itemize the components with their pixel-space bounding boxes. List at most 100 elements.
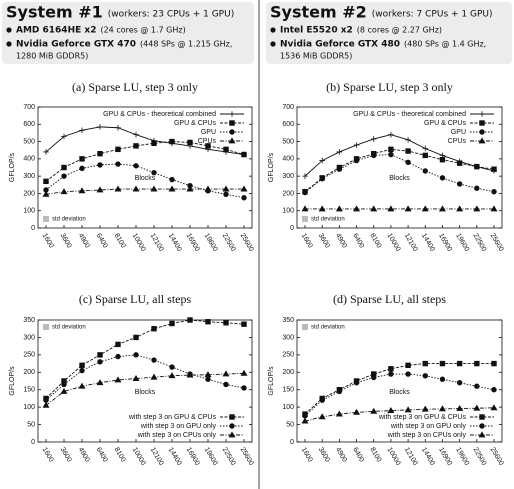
item-detail: (480 SPs @ 1.4 GHz, — [404, 40, 486, 49]
y-tick-label: 200 — [282, 190, 294, 197]
marker — [61, 164, 67, 171]
x-tick-label: 8100 — [368, 446, 382, 463]
y-tick-label: 150 — [282, 387, 294, 394]
bullet — [6, 27, 12, 33]
series-line — [45, 188, 244, 195]
marker — [168, 372, 176, 379]
marker — [42, 190, 50, 197]
y-tick-label: 0 — [31, 225, 35, 232]
marker — [79, 127, 85, 134]
marker — [205, 143, 211, 149]
marker — [60, 387, 68, 394]
marker — [151, 140, 157, 146]
x-tick-label: 4900 — [77, 446, 91, 463]
marker — [223, 320, 229, 326]
chart-caption: (d) Sparse LU, all steps — [333, 292, 446, 306]
marker — [302, 413, 308, 419]
marker — [405, 159, 411, 166]
marker — [132, 374, 140, 381]
marker — [133, 143, 139, 149]
header-box — [2, 2, 254, 64]
plot-frame — [37, 319, 253, 443]
marker — [456, 205, 464, 212]
x-tick-label: 16900 — [185, 232, 201, 252]
series-line — [45, 126, 245, 155]
legend-label: with step 3 on GPU & CPUs — [128, 414, 217, 421]
x-axis-label: Blocks — [389, 389, 410, 396]
x-tick-label: 25600 — [489, 446, 505, 466]
x-tick-label: 19600 — [454, 232, 470, 252]
marker — [370, 136, 377, 142]
marker — [61, 173, 67, 179]
system-workers: (workers: 23 CPUs + 1 GPU) — [108, 10, 234, 20]
marker — [97, 150, 103, 157]
item-name: Nvidia Geforce GTX 470 — [16, 40, 136, 50]
marker — [151, 326, 157, 332]
annotation-swatch — [43, 216, 49, 222]
marker — [474, 360, 480, 367]
y-tick-label: 200 — [23, 369, 35, 376]
marker — [229, 414, 235, 420]
series-line — [304, 407, 495, 422]
marker — [302, 189, 308, 196]
x-tick-label: 6400 — [351, 232, 365, 249]
marker — [353, 408, 361, 415]
annotation: std deviation — [311, 325, 345, 331]
y-tick-label: 700 — [23, 104, 35, 111]
annotation-swatch — [302, 324, 308, 330]
series-line — [45, 141, 245, 182]
marker — [43, 149, 49, 155]
x-tick-label: 12100 — [403, 232, 419, 252]
x-tick-label: 8100 — [113, 446, 127, 463]
marker — [151, 357, 157, 363]
marker — [301, 417, 309, 424]
chart-caption: (c) Sparse LU, all steps — [79, 292, 192, 306]
marker — [491, 360, 497, 367]
marker — [229, 111, 235, 117]
marker — [388, 366, 394, 372]
x-tick-label: 4900 — [77, 232, 91, 249]
marker — [336, 388, 343, 395]
y-tick-label: 500 — [282, 138, 294, 145]
legend-label: with step 3 on GPU & CPUs — [378, 414, 467, 421]
marker — [79, 156, 85, 162]
x-tick-label: 12100 — [149, 446, 165, 466]
legend-label: with step 3 on GPU only — [140, 423, 217, 430]
marker — [388, 151, 394, 158]
x-tick-label: 22500 — [221, 232, 237, 252]
marker — [353, 380, 360, 386]
y-tick-label: 500 — [23, 138, 35, 145]
marker — [115, 124, 121, 131]
marker — [438, 405, 446, 412]
marker — [490, 205, 498, 212]
x-tick-label: 3600 — [59, 446, 73, 463]
x-tick-label: 10000 — [131, 446, 147, 466]
legend-label: CPUs — [448, 138, 467, 145]
legend-label: CPUs — [198, 138, 217, 145]
marker — [133, 163, 139, 169]
marker — [133, 334, 139, 341]
y-tick-label: 200 — [282, 369, 294, 376]
marker — [438, 205, 446, 212]
marker — [422, 373, 428, 379]
x-tick-label: 12100 — [403, 446, 419, 466]
marker — [456, 380, 463, 386]
item-name: AMD 6164HE x2 — [16, 26, 96, 36]
marker — [241, 151, 247, 158]
marker — [229, 129, 235, 135]
marker — [79, 165, 85, 172]
x-tick-label: 10000 — [386, 446, 402, 466]
x-tick-label: 14400 — [420, 232, 436, 252]
marker — [61, 381, 67, 388]
marker — [353, 157, 360, 164]
marker — [97, 359, 103, 365]
marker — [223, 381, 229, 388]
marker — [456, 160, 463, 166]
marker — [473, 404, 481, 411]
x-axis-label: Blocks — [135, 389, 156, 396]
marker — [205, 376, 211, 382]
y-axis-label: GFLOP/s — [268, 366, 275, 396]
legend-label: GPU & CPUs — [424, 120, 467, 127]
